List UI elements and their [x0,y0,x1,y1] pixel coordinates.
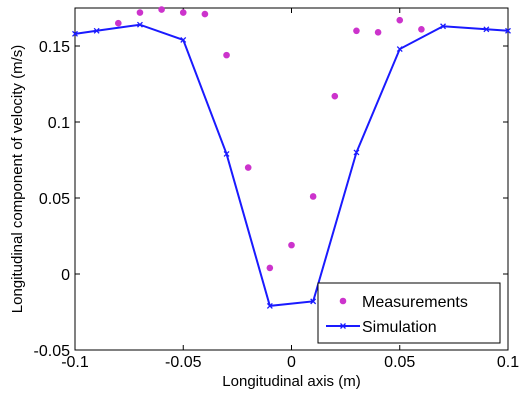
x-tick-label: 0.05 [384,354,415,371]
simulation-point [93,27,100,34]
series-layer [72,6,511,309]
x-tick-label: 0 [287,354,296,371]
y-tick-label: 0.15 [39,39,70,56]
simulation-point [505,27,511,34]
x-tick-label: -0.1 [61,354,89,371]
measurement-point [374,29,382,36]
x-axis-label: Longitudinal axis (m) [222,373,360,390]
simulation-point [440,23,447,30]
simulation-line [74,23,509,308]
simulation-point [310,298,317,305]
simulation-point [180,36,187,43]
legend-simulation-label: Simulation [362,319,437,336]
y-axis-ticks: -0.05 0 0.05 0.1 0.15 [34,39,508,360]
y-axis-label: Longitudinal component of velocity (m/s) [9,45,26,313]
legend-simulation-marker [340,323,346,329]
simulation-point [483,26,490,33]
x-axis-ticks: -0.1 -0.05 0 0.05 0.1 [61,8,519,371]
measurement-point [158,6,165,13]
measurement-point [223,51,230,59]
measurement-point [136,9,144,16]
simulation-point [72,30,78,37]
measurement-point [201,10,209,18]
y-tick-label: 0.1 [48,115,70,132]
measurement-point [266,264,274,272]
measurement-point [331,92,339,100]
measurement-point [244,164,252,171]
y-tick-label: 0 [61,267,70,284]
legend: Measurements Simulation [317,282,501,344]
measurement-point [288,241,295,249]
measurement-point [418,25,425,33]
legend-measurements-label: Measurements [362,294,468,311]
legend-measurements-marker [339,297,347,305]
simulation-point [353,149,360,156]
legend-box [317,282,501,344]
simulation-point [266,302,273,309]
measurement-point [309,193,317,200]
measurement-point [179,9,187,16]
measurement-point [353,27,360,35]
simulation-point [223,150,230,157]
x-tick-label: -0.05 [165,354,202,371]
simulation-point [136,21,143,28]
y-tick-label: 0.05 [39,191,70,208]
measurement-point [396,16,404,24]
measurement-point [115,19,122,27]
y-tick-label: -0.05 [34,343,71,360]
simulation-point [396,46,403,52]
x-tick-label: 0.1 [497,354,519,371]
